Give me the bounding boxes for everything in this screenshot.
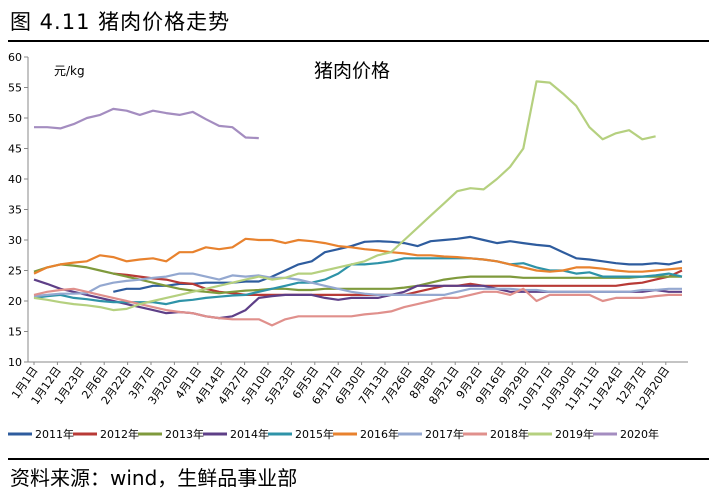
chart-title: 猪肉价格 [314, 60, 390, 82]
legend-label-2018年: 2018年 [490, 427, 529, 441]
legend-label-2020年: 2020年 [620, 427, 659, 441]
footer-divider [8, 458, 709, 460]
y-tick-labels: 10 15 20 25 30 35 40 45 50 55 60 [8, 51, 22, 369]
x-tick-labels: 1月1日1月12日1月23日2月6日2月22日3月7日3月20日4月1日4月14… [9, 364, 672, 412]
y-tick-label: 25 [8, 265, 22, 278]
pork-price-chart: 猪肉价格 元/kg 1月1日1月12日1月23日2月6日2月22日3月7日3月2… [8, 51, 688, 441]
series-line-2011年 [113, 235, 683, 293]
figure-title: 图 4.11 猪肉价格走势 [10, 10, 231, 34]
y-axis-unit-label: 元/kg [54, 64, 85, 78]
legend-label-2014年: 2014年 [230, 427, 269, 441]
series-line-2019年 [33, 80, 656, 312]
legend-label-2016年: 2016年 [360, 427, 399, 441]
chart-legend: 2011年 2012年 2013年 2014年 2015年 2016年 2017年 2018年… [8, 427, 659, 441]
source-note: 资料来源：wind，生鲜品事业部 [10, 466, 298, 490]
y-tick-label: 30 [8, 234, 22, 247]
y-tick-label: 15 [8, 326, 22, 339]
y-tick-label: 40 [8, 173, 22, 186]
legend-label-2015年: 2015年 [295, 427, 334, 441]
y-tick-label: 35 [8, 204, 22, 217]
y-tick-label: 60 [8, 51, 22, 64]
legend-label-2019年: 2019年 [555, 427, 594, 441]
series-line-2015年 [33, 257, 683, 306]
y-tick-label: 55 [8, 82, 22, 95]
y-tick-label: 45 [8, 143, 22, 156]
chart-axes [24, 56, 688, 365]
legend-label-2012年: 2012年 [100, 427, 139, 441]
series-line-2017年 [33, 272, 682, 298]
legend-label-2011年: 2011年 [35, 427, 74, 441]
y-tick-label: 10 [8, 356, 22, 369]
series-line-2016年 [33, 237, 683, 275]
chart-series-lines [33, 80, 683, 327]
legend-label-2017年: 2017年 [425, 427, 464, 441]
y-tick-label: 50 [8, 112, 22, 125]
header-divider [8, 40, 709, 42]
figure-header: 图 4.11 猪肉价格走势 [0, 0, 715, 43]
y-tick-label: 20 [8, 295, 22, 308]
series-line-2020年 [34, 107, 259, 140]
legend-label-2013年: 2013年 [165, 427, 204, 441]
